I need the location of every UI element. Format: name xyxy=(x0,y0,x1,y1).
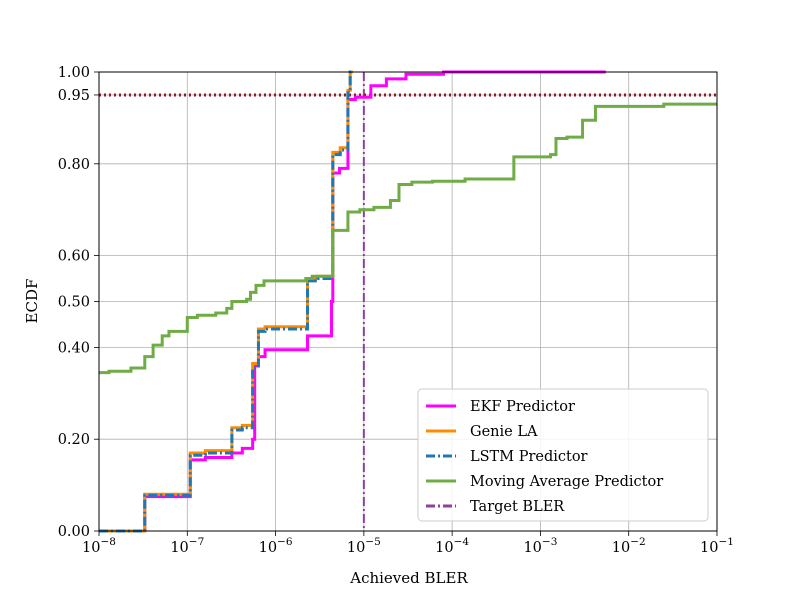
x-tick-exponent: −8 xyxy=(100,536,115,548)
x-tick-exponent: −6 xyxy=(277,536,293,548)
x-axis-ticks: 10−8 10−7 10−6 10−5 10−4 10−3 10−2 10−1 xyxy=(82,531,734,556)
x-tick-label: 10−3 xyxy=(523,536,557,556)
x-tick-base: 10 xyxy=(612,540,630,556)
x-tick-exponent: −2 xyxy=(630,536,645,548)
x-tick-exponent: −7 xyxy=(189,536,204,548)
legend: EKF Predictor Genie LA LSTM Predictor Movin… xyxy=(417,388,709,522)
legend-label: LSTM Predictor xyxy=(470,449,588,465)
ekf-series-line xyxy=(99,70,606,533)
moving-average-series-line xyxy=(99,102,717,375)
grid-lines xyxy=(98,71,718,532)
legend-label: EKF Predictor xyxy=(470,399,575,415)
legend-label: Genie LA xyxy=(470,424,538,440)
x-tick-base: 10 xyxy=(347,540,365,556)
x-tick-base: 10 xyxy=(259,540,277,556)
y-tick-label: 0.50 xyxy=(58,295,90,311)
y-tick-label: 0.95 xyxy=(58,88,90,104)
x-tick-base: 10 xyxy=(523,540,541,556)
x-tick-base: 10 xyxy=(700,540,718,556)
data-series xyxy=(99,70,717,533)
y-tick-label: 1.00 xyxy=(58,65,90,81)
x-tick-exponent: −4 xyxy=(454,536,470,548)
y-axis-ticks: 0.00 0.20 0.40 0.50 0.60 0.80 0.95 1.00 xyxy=(58,65,99,540)
y-tick-label: 0.60 xyxy=(58,249,90,265)
x-tick-base: 10 xyxy=(170,540,188,556)
legend-label: Target BLER xyxy=(470,499,565,515)
genie-series-line xyxy=(99,70,353,533)
x-tick-exponent: −5 xyxy=(365,536,380,548)
x-axis-label: Achieved BLER xyxy=(349,569,468,587)
x-tick-label: 10−6 xyxy=(259,536,293,556)
x-tick-exponent: −3 xyxy=(542,536,557,548)
x-tick-label: 10−5 xyxy=(347,536,381,556)
y-tick-label: 0.40 xyxy=(58,340,90,356)
y-tick-label: 0.00 xyxy=(58,524,90,540)
x-tick-label: 10−4 xyxy=(435,536,469,556)
lstm-series-line xyxy=(99,70,353,533)
x-tick-base: 10 xyxy=(82,540,100,556)
legend-label: Moving Average Predictor xyxy=(470,474,663,490)
x-tick-label: 10−1 xyxy=(700,536,734,556)
y-axis-label: ECDF xyxy=(23,279,41,324)
legend-box xyxy=(417,388,709,522)
y-tick-label: 0.80 xyxy=(58,157,90,173)
x-tick-label: 10−8 xyxy=(82,536,116,556)
x-tick-exponent: −1 xyxy=(718,536,733,548)
reference-lines xyxy=(99,72,717,531)
y-tick-label: 0.20 xyxy=(58,432,90,448)
x-tick-label: 10−2 xyxy=(612,536,646,556)
x-tick-base: 10 xyxy=(435,540,453,556)
x-tick-label: 10−7 xyxy=(170,536,204,556)
